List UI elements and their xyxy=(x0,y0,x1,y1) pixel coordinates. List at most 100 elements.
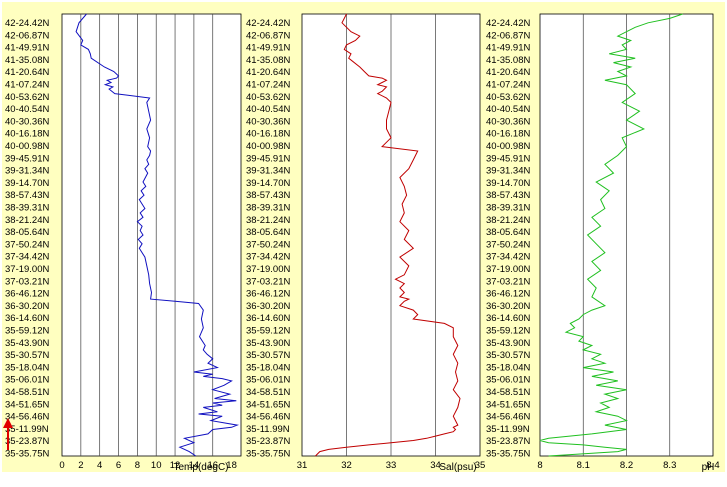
y-tick-label-0-28: 35-18.04N xyxy=(5,362,50,373)
y-tick-label-1-1: 42-06.87N xyxy=(246,30,291,41)
y-tick-label-0-23: 36-30.20N xyxy=(5,301,50,312)
y-tick-label-0-11: 39-45.91N xyxy=(5,153,50,164)
y-tick-label-0-19: 37-34.42N xyxy=(5,252,50,263)
series-line-0 xyxy=(75,13,240,457)
y-tick-label-2-10: 40-00.98N xyxy=(486,141,531,152)
x-tick-label-2-3: 8.3 xyxy=(663,460,676,471)
direction-arrow xyxy=(3,418,13,450)
y-tick-label-0-17: 38-05.64N xyxy=(5,227,50,238)
y-tick-label-0-1: 42-06.87N xyxy=(5,30,50,41)
y-tick-label-1-15: 38-39.31N xyxy=(246,203,291,214)
y-tick-label-2-9: 40-16.18N xyxy=(486,129,531,140)
y-tick-label-2-32: 34-56.46N xyxy=(486,412,531,423)
y-tick-label-2-19: 37-34.42N xyxy=(486,252,531,263)
y-tick-label-1-33: 35-11.99N xyxy=(246,424,290,435)
x-tick-label-0-4: 8 xyxy=(135,460,140,471)
y-tick-label-2-1: 42-06.87N xyxy=(486,30,531,41)
y-tick-label-0-13: 39-14.70N xyxy=(5,178,50,189)
y-tick-label-1-3: 41-35.08N xyxy=(246,55,291,66)
y-tick-label-2-18: 37-50.24N xyxy=(486,239,531,250)
y-tick-label-2-7: 40-40.54N xyxy=(486,104,531,115)
x-tick-label-0-5: 10 xyxy=(151,460,162,471)
y-tick-label-0-2: 41-49.91N xyxy=(5,43,50,54)
y-tick-label-2-15: 38-39.31N xyxy=(486,203,531,214)
y-tick-label-0-32: 34-56.46N xyxy=(5,412,50,423)
y-tick-label-2-3: 41-35.08N xyxy=(486,55,531,66)
x-axis-label-1: Sal(psu) xyxy=(439,462,476,473)
y-tick-label-1-4: 41-20.64N xyxy=(246,67,291,78)
y-tick-label-0-4: 41-20.64N xyxy=(5,67,50,78)
y-tick-label-0-20: 37-19.00N xyxy=(5,264,50,275)
series-line-1 xyxy=(315,13,461,457)
y-tick-label-0-0: 42-24.42N xyxy=(5,18,50,29)
y-tick-label-1-25: 35-59.12N xyxy=(246,326,291,337)
y-tick-label-2-20: 37-19.00N xyxy=(486,264,531,275)
y-tick-label-1-19: 37-34.42N xyxy=(246,252,291,263)
y-tick-label-1-20: 37-19.00N xyxy=(246,264,291,275)
x-tick-label-1-4: 35 xyxy=(475,460,486,471)
x-tick-label-1-0: 31 xyxy=(297,460,308,471)
y-tick-label-1-23: 36-30.20N xyxy=(246,301,291,312)
x-axis-label-0: Temp(degC) xyxy=(173,462,228,473)
y-tick-label-0-16: 38-21.24N xyxy=(5,215,50,226)
y-tick-label-1-27: 35-30.57N xyxy=(246,350,291,361)
y-tick-label-1-18: 37-50.24N xyxy=(246,239,291,250)
y-tick-label-1-28: 35-18.04N xyxy=(246,362,291,373)
y-tick-label-0-15: 38-39.31N xyxy=(5,203,50,214)
y-tick-label-0-26: 35-43.90N xyxy=(5,338,50,349)
x-tick-label-2-4: 8.4 xyxy=(706,460,719,471)
y-tick-label-0-18: 37-50.24N xyxy=(5,239,50,250)
y-tick-label-0-14: 38-57.43N xyxy=(5,190,50,201)
y-tick-label-0-31: 34-51.65N xyxy=(5,399,50,410)
y-tick-label-1-31: 34-51.65N xyxy=(246,399,291,410)
y-tick-label-1-6: 40-53.62N xyxy=(246,92,291,103)
y-tick-label-0-27: 35-30.57N xyxy=(5,350,50,361)
y-tick-label-2-34: 35-23.87N xyxy=(486,436,531,447)
x-tick-label-2-1: 8.1 xyxy=(577,460,590,471)
y-tick-label-1-14: 38-57.43N xyxy=(246,190,291,201)
y-tick-label-0-30: 34-58.51N xyxy=(5,387,50,398)
y-tick-label-1-35: 35-35.75N xyxy=(246,449,291,460)
y-tick-label-2-27: 35-30.57N xyxy=(486,350,531,361)
y-tick-label-0-21: 37-03.21N xyxy=(5,276,50,287)
y-tick-label-0-24: 36-14.60N xyxy=(5,313,50,324)
y-tick-label-1-16: 38-21.24N xyxy=(246,215,291,226)
y-tick-label-1-12: 39-31.34N xyxy=(246,166,291,177)
y-tick-label-1-21: 37-03.21N xyxy=(246,276,291,287)
y-tick-label-1-34: 35-23.87N xyxy=(246,436,291,447)
x-tick-label-0-9: 18 xyxy=(226,460,237,471)
x-tick-label-2-0: 8 xyxy=(537,460,542,471)
y-tick-label-0-35: 35-35.75N xyxy=(5,449,50,460)
y-tick-label-1-17: 38-05.64N xyxy=(246,227,291,238)
y-tick-label-2-5: 41-07.24N xyxy=(486,80,531,91)
y-tick-label-0-25: 35-59.12N xyxy=(5,326,50,337)
y-tick-label-0-10: 40-00.98N xyxy=(5,141,50,152)
y-tick-label-2-11: 39-45.91N xyxy=(486,153,531,164)
y-tick-label-2-6: 40-53.62N xyxy=(486,92,531,103)
y-tick-label-2-4: 41-20.64N xyxy=(486,67,531,78)
y-tick-label-0-5: 41-07.24N xyxy=(5,80,50,91)
y-tick-label-1-24: 36-14.60N xyxy=(246,313,291,324)
arrow-head xyxy=(3,418,13,428)
x-tick-label-0-3: 6 xyxy=(116,460,121,471)
y-tick-label-0-12: 39-31.34N xyxy=(5,166,50,177)
y-tick-label-2-25: 35-59.12N xyxy=(486,326,531,337)
x-tick-label-1-2: 33 xyxy=(386,460,397,471)
y-tick-label-1-7: 40-40.54N xyxy=(246,104,291,115)
y-tick-label-0-8: 40-30.36N xyxy=(5,116,50,127)
y-tick-label-0-34: 35-23.87N xyxy=(5,436,50,447)
y-tick-label-0-6: 40-53.62N xyxy=(5,92,50,103)
y-tick-label-0-22: 36-46.12N xyxy=(5,289,50,300)
y-tick-label-2-28: 35-18.04N xyxy=(486,362,531,373)
y-tick-label-0-3: 41-35.08N xyxy=(5,55,50,66)
y-tick-label-1-22: 36-46.12N xyxy=(246,289,291,300)
y-tick-label-2-29: 35-06.01N xyxy=(486,375,531,386)
y-tick-label-1-26: 35-43.90N xyxy=(246,338,291,349)
x-tick-label-2-2: 8.2 xyxy=(620,460,633,471)
y-tick-label-1-9: 40-16.18N xyxy=(246,129,291,140)
y-tick-label-2-30: 34-58.51N xyxy=(486,387,531,398)
x-tick-label-0-7: 14 xyxy=(189,460,200,471)
x-tick-label-0-2: 4 xyxy=(97,460,102,471)
y-tick-label-2-35: 35-35.75N xyxy=(486,449,531,460)
